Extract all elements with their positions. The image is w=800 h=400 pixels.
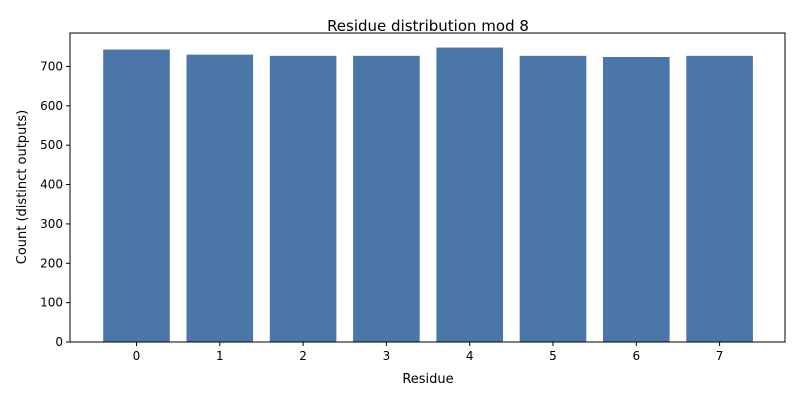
bars-group <box>103 47 753 343</box>
y-tick-label: 300 <box>40 217 63 231</box>
x-tick-label: 6 <box>632 349 640 363</box>
bar-6 <box>603 57 670 342</box>
bar-2 <box>269 55 337 342</box>
y-axis-ticks: 0 100 200 300 400 500 600 700 <box>40 59 70 349</box>
chart-title: Residue distribution mod 8 <box>327 17 529 35</box>
bar-7 <box>686 55 753 342</box>
bar-0 <box>103 49 170 342</box>
x-tick-label: 3 <box>383 349 391 363</box>
y-tick-label: 700 <box>40 59 63 73</box>
x-axis-label: Residue <box>402 372 453 387</box>
x-tick-label: 2 <box>299 349 307 363</box>
bar-1 <box>186 54 254 343</box>
x-tick-label: 5 <box>549 349 557 363</box>
y-tick-label: 100 <box>40 296 63 310</box>
x-tick-label: 0 <box>133 349 141 363</box>
y-tick-label: 500 <box>40 138 63 152</box>
x-tick-label: 1 <box>216 349 224 363</box>
y-tick-label: 600 <box>40 99 63 113</box>
y-axis-label: Count (distinct outputs) <box>15 110 30 265</box>
x-tick-label: 4 <box>466 349 474 363</box>
y-tick-label: 200 <box>40 256 63 270</box>
x-tick-label: 7 <box>716 349 724 363</box>
bar-5 <box>519 55 587 342</box>
y-tick-label: 0 <box>55 335 63 349</box>
bar-4 <box>436 47 503 343</box>
bar-3 <box>353 55 420 342</box>
x-axis-ticks: 0 1 2 3 4 5 6 7 <box>133 342 724 363</box>
y-tick-label: 400 <box>40 178 63 192</box>
plot-frame <box>69 32 786 343</box>
